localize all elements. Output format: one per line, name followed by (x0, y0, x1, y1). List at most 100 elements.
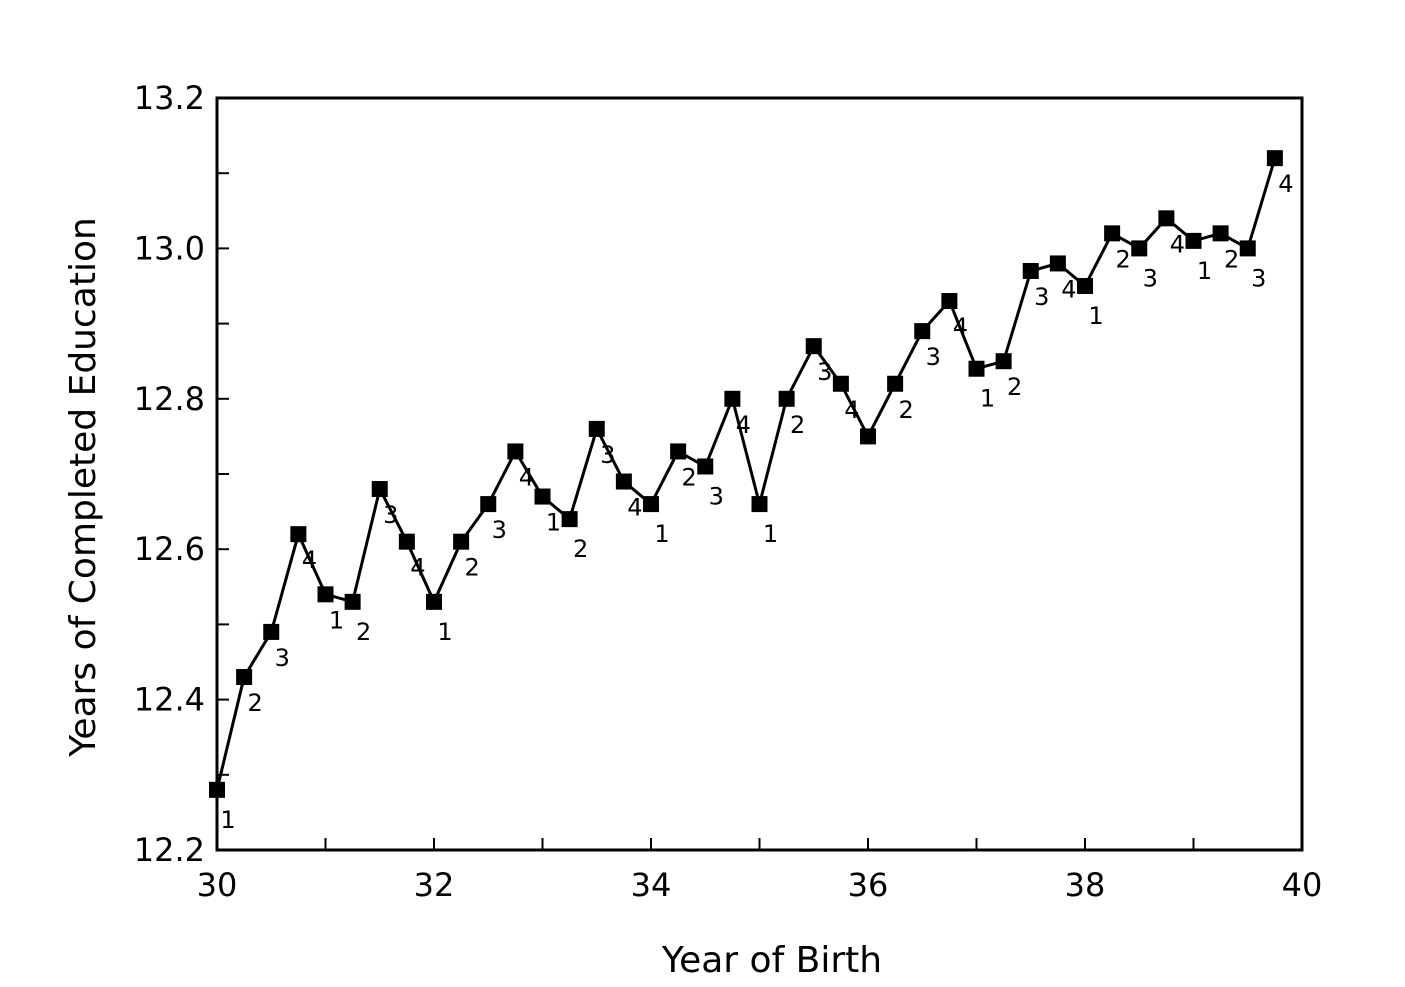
quarter-label: 2 (681, 463, 696, 491)
quarter-label: 1 (763, 520, 778, 548)
quarter-label: 2 (573, 535, 588, 563)
data-point (1212, 225, 1229, 242)
quarter-label: 4 (1170, 230, 1185, 258)
data-point (1049, 255, 1066, 272)
data-point (588, 420, 605, 437)
quarter-label: 4 (1061, 275, 1076, 303)
quarter-label: 2 (1007, 373, 1022, 401)
quarter-label: 3 (492, 516, 507, 544)
quarter-label: 2 (464, 554, 479, 582)
data-point (1131, 240, 1148, 257)
quarter-label: 1 (654, 520, 669, 548)
y-tick-label: 12.2 (134, 831, 205, 869)
data-point (480, 496, 497, 513)
quarter-label: 4 (627, 494, 642, 522)
data-markers (209, 150, 1283, 798)
quarter-label: 1 (1088, 302, 1103, 330)
data-point (453, 533, 470, 550)
x-tick-label: 36 (848, 866, 889, 904)
quarter-label: 3 (926, 343, 941, 371)
data-point (344, 593, 361, 610)
quarter-label: 1 (329, 606, 344, 634)
series-line (215, 157, 1277, 791)
quarter-label: 3 (1251, 264, 1266, 292)
data-point (263, 623, 280, 640)
quarter-label: 1 (1197, 257, 1212, 285)
x-axis-title: Year of Birth (661, 940, 882, 981)
data-point (615, 473, 632, 490)
data-point (887, 375, 904, 392)
quarter-label: 3 (709, 482, 724, 510)
y-tick-label: 12.4 (134, 681, 205, 719)
x-tick-label: 38 (1065, 866, 1106, 904)
quarter-label: 2 (898, 396, 913, 424)
data-point (751, 496, 768, 513)
quarter-label: 1 (437, 618, 452, 646)
quarter-label: 4 (736, 411, 751, 439)
data-point (968, 360, 985, 377)
data-point (1158, 210, 1175, 227)
quarter-label: 2 (1224, 245, 1239, 273)
quarter-label: 4 (519, 463, 534, 491)
quarter-label: 4 (844, 396, 859, 424)
data-point (860, 428, 876, 445)
quarter-label: 4 (1278, 170, 1293, 198)
quarter-label: 4 (953, 313, 968, 341)
data-point (1022, 262, 1039, 279)
y-tick-label: 12.8 (134, 380, 205, 418)
data-point (290, 526, 307, 543)
data-point (670, 443, 687, 460)
quarter-label: 2 (247, 689, 262, 717)
quarter-label: 2 (356, 618, 371, 646)
x-tick-label: 40 (1282, 866, 1323, 904)
quarter-label: 1 (546, 509, 561, 537)
quarter-label: 3 (383, 501, 398, 529)
data-point (805, 338, 822, 355)
axis-ticks (216, 97, 1303, 851)
y-tick-label: 13.2 (134, 79, 205, 117)
quarter-label: 4 (410, 554, 425, 582)
data-point (236, 669, 253, 686)
data-point (941, 293, 958, 310)
data-point (1077, 278, 1093, 294)
data-point (643, 496, 659, 513)
quarter-label: 1 (980, 385, 995, 413)
data-point (832, 375, 849, 392)
data-point (561, 511, 578, 528)
quarter-label: 4 (302, 546, 317, 574)
quarter-label: 2 (790, 411, 805, 439)
data-point (209, 781, 225, 798)
data-point (317, 586, 334, 603)
quarter-label: 3 (275, 644, 290, 672)
plot-frame (215, 96, 1304, 852)
quarter-label: 3 (1143, 264, 1158, 292)
x-tick-label: 32 (414, 866, 455, 904)
data-point (426, 593, 442, 610)
y-axis-title: Years of Completed Education (63, 217, 104, 758)
data-point (1239, 240, 1256, 257)
quarter-label: 3 (1034, 283, 1049, 311)
y-tick-label: 13.0 (134, 229, 205, 267)
data-point (1185, 232, 1202, 249)
quarter-label: 3 (600, 441, 615, 469)
x-tick-label: 30 (197, 866, 238, 904)
quarter-label: 3 (817, 358, 832, 386)
data-point (995, 353, 1012, 370)
quarter-label: 2 (1115, 245, 1130, 273)
data-point (1266, 150, 1283, 167)
data-point (914, 323, 931, 340)
data-point (534, 488, 551, 505)
data-point (371, 481, 388, 498)
data-point (778, 390, 795, 407)
data-point (398, 533, 415, 550)
data-point (724, 390, 741, 407)
y-tick-label: 12.6 (134, 530, 205, 568)
data-point (1104, 225, 1121, 242)
quarter-label: 1 (220, 806, 235, 834)
x-tick-label: 34 (631, 866, 672, 904)
data-point (697, 458, 714, 475)
data-point (507, 443, 524, 460)
